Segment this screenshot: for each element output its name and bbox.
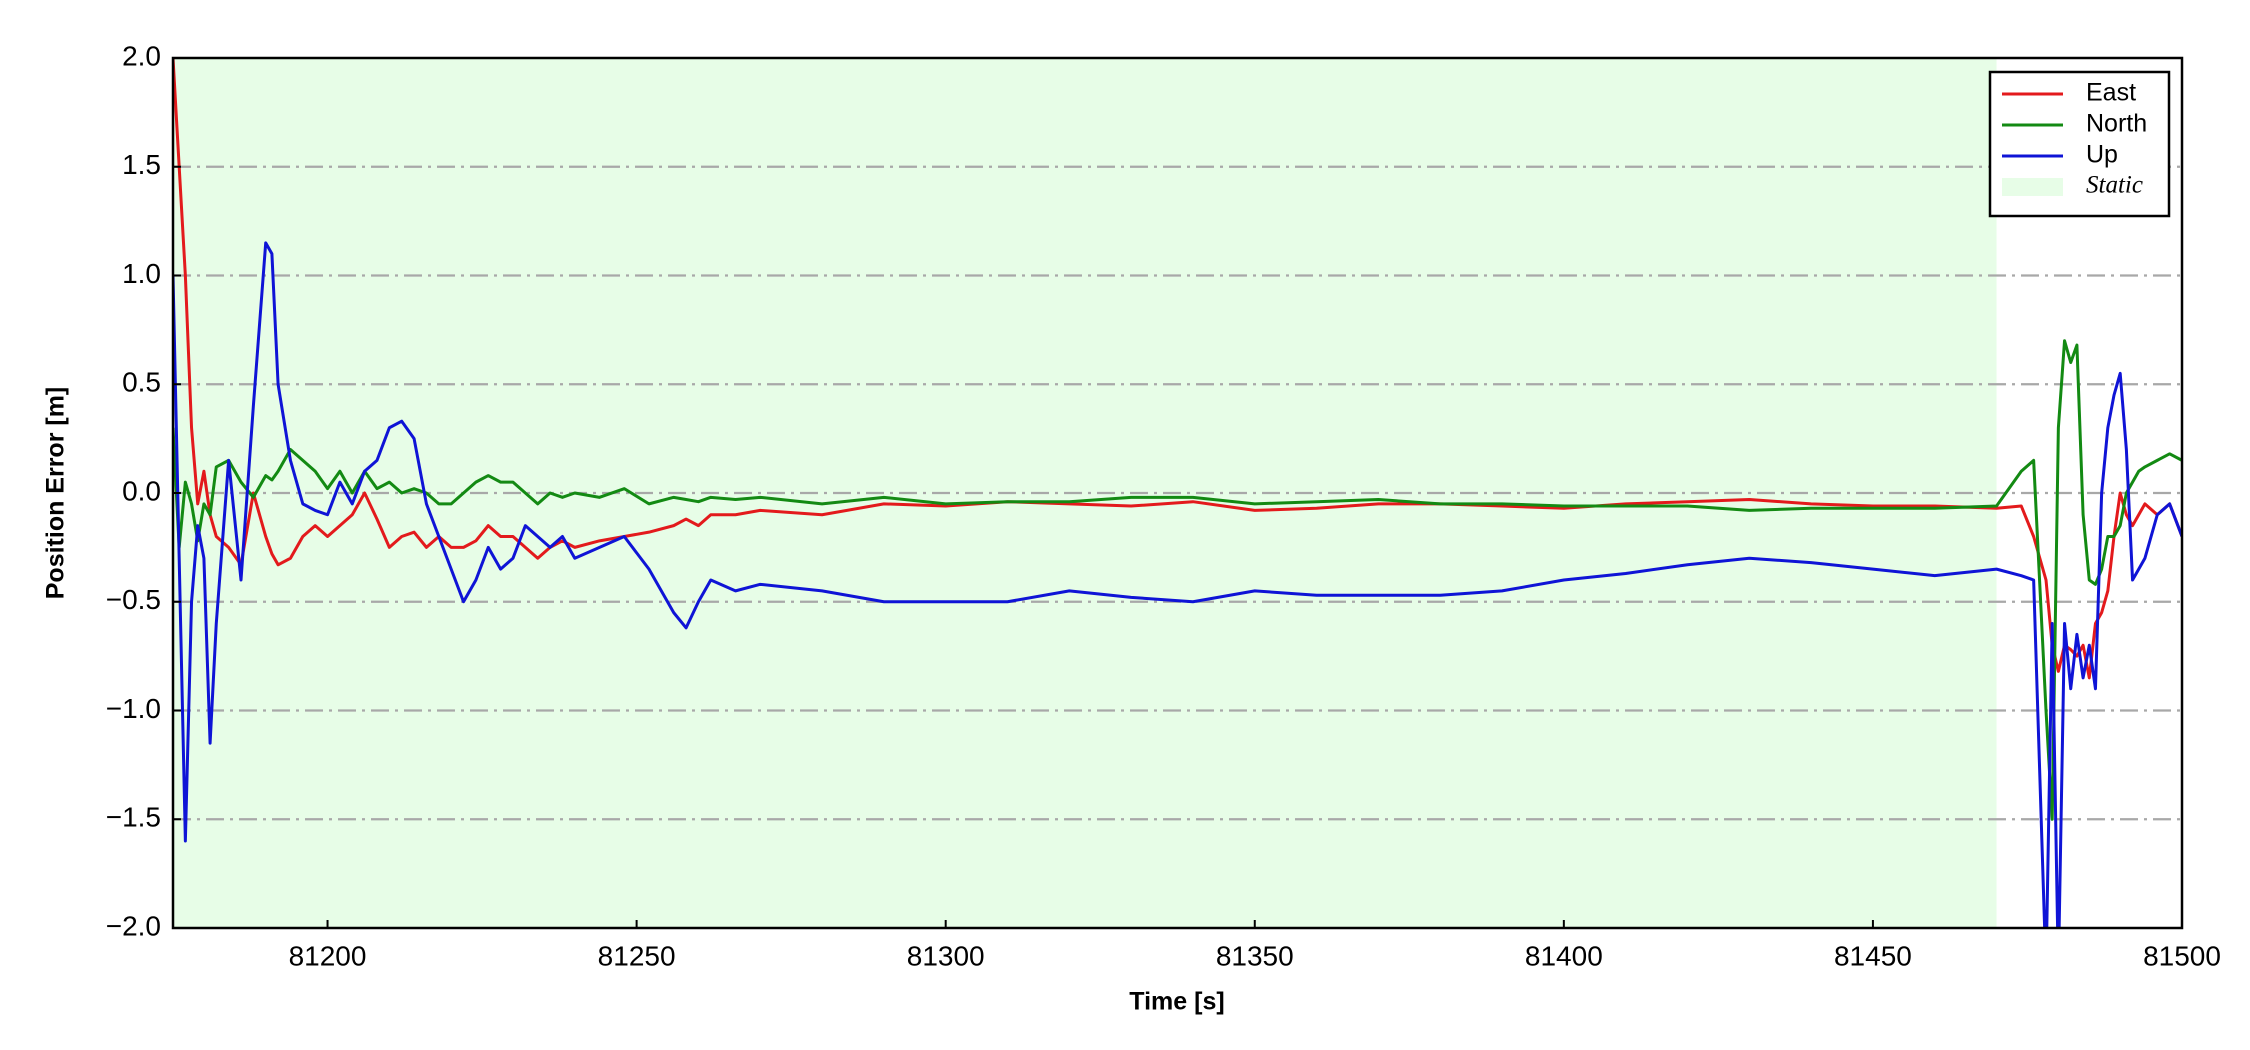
y-tick-label: 2.0 xyxy=(122,40,161,71)
y-tick-label: 1.0 xyxy=(122,258,161,289)
x-tick-label: 81500 xyxy=(2143,940,2221,971)
legend-label: North xyxy=(2086,110,2147,138)
legend-label: Static xyxy=(2086,172,2143,199)
y-tick-label: 0.0 xyxy=(122,475,161,506)
series-line xyxy=(173,58,2182,680)
series-line xyxy=(173,339,2182,821)
x-axis-label: Time [s] xyxy=(1129,988,1224,1016)
legend: East North Up Static xyxy=(1988,70,2171,218)
y-tick-label: 0.5 xyxy=(122,367,161,398)
y-tick-label: 1.5 xyxy=(122,149,161,180)
y-tick-label: −2.0 xyxy=(106,910,161,941)
ticks: −2.0 −1.5 −1.0 −0.5 0.0 0.5 1.0 1.5 2.0 81200 8125… xyxy=(106,40,2221,971)
x-tick-label: 81200 xyxy=(289,940,367,971)
y-tick-label: −0.5 xyxy=(106,584,161,615)
x-tick-label: 81350 xyxy=(1216,940,1294,971)
lines xyxy=(173,58,2182,928)
legend-label: East xyxy=(2086,79,2136,107)
x-tick-label: 81250 xyxy=(598,940,676,971)
y-tick-label: −1.5 xyxy=(106,802,161,833)
legend-swatch xyxy=(2002,178,2063,196)
x-tick-label: 81400 xyxy=(1525,940,1603,971)
y-tick-label: −1.0 xyxy=(106,693,161,724)
series-line xyxy=(173,241,2182,928)
y-axis-label: Position Error [m] xyxy=(42,387,70,600)
x-tick-label: 81450 xyxy=(1834,940,1912,971)
x-tick-label: 81300 xyxy=(907,940,985,971)
legend-label: Up xyxy=(2086,141,2118,169)
